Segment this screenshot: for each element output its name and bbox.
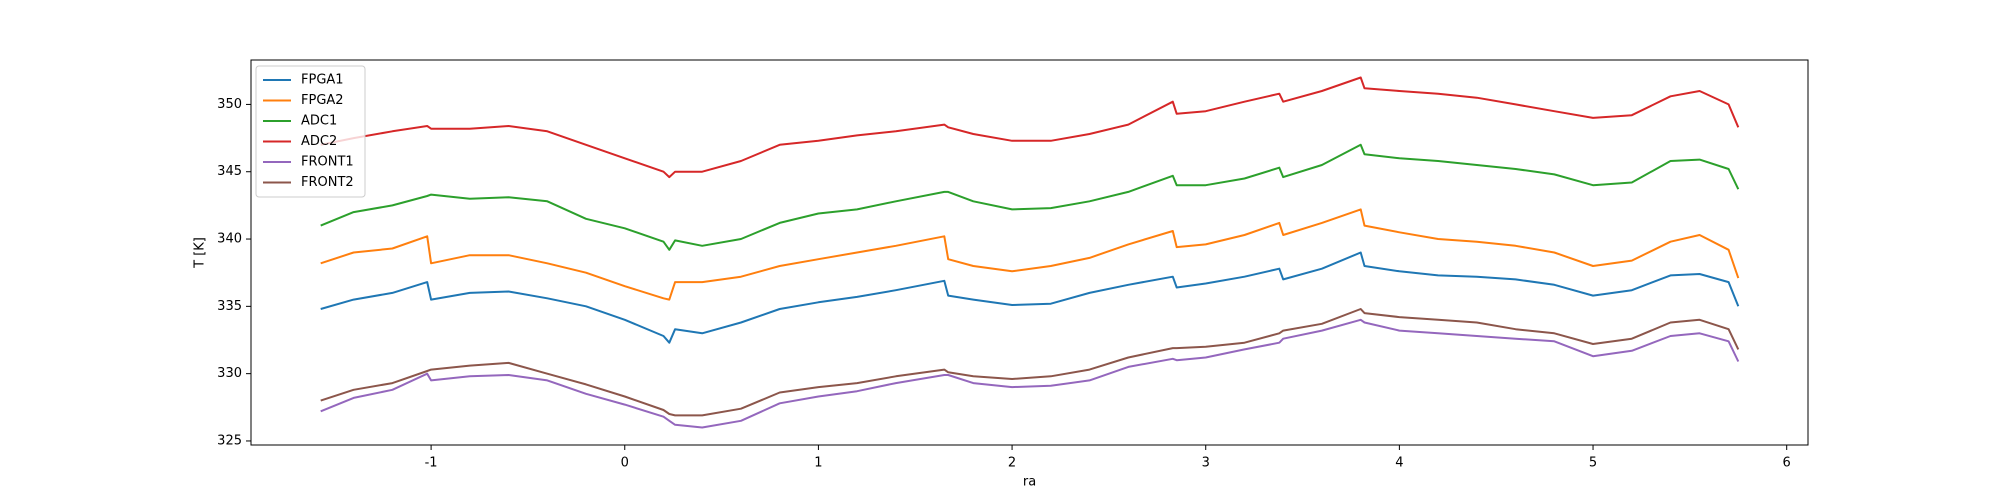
y-tick-label: 335 bbox=[217, 299, 242, 314]
legend-label: FRONT2 bbox=[301, 175, 354, 190]
x-tick-label: 6 bbox=[1783, 456, 1791, 471]
series-line bbox=[320, 143, 1740, 251]
y-axis-label: T [K] bbox=[193, 237, 208, 269]
series-line bbox=[320, 76, 1740, 179]
y-tick-label: 345 bbox=[217, 164, 242, 179]
x-tick-label: 0 bbox=[621, 456, 629, 471]
series-line bbox=[320, 208, 1740, 301]
x-tick-label: 3 bbox=[1202, 456, 1210, 471]
legend-box bbox=[255, 65, 366, 198]
y-tick-label: 325 bbox=[217, 433, 242, 448]
x-tick-label: 5 bbox=[1589, 456, 1597, 471]
series-line bbox=[320, 318, 1740, 429]
series-line bbox=[320, 308, 1740, 417]
x-axis-label: ra bbox=[1023, 475, 1036, 490]
y-tick-label: 330 bbox=[217, 366, 242, 381]
y-tick-label: 350 bbox=[217, 97, 242, 112]
legend-label: FPGA2 bbox=[301, 93, 344, 108]
y-tick-label: 340 bbox=[217, 232, 242, 247]
x-tick-label: -1 bbox=[425, 456, 438, 471]
legend-label: ADC1 bbox=[301, 114, 337, 129]
legend-label: FRONT1 bbox=[301, 155, 354, 170]
legend-label: FPGA1 bbox=[301, 73, 344, 88]
series-line bbox=[320, 251, 1740, 344]
x-tick-label: 2 bbox=[1008, 456, 1016, 471]
x-tick-label: 4 bbox=[1395, 456, 1403, 471]
x-tick-label: 1 bbox=[814, 456, 822, 471]
legend-label: ADC2 bbox=[301, 134, 337, 149]
